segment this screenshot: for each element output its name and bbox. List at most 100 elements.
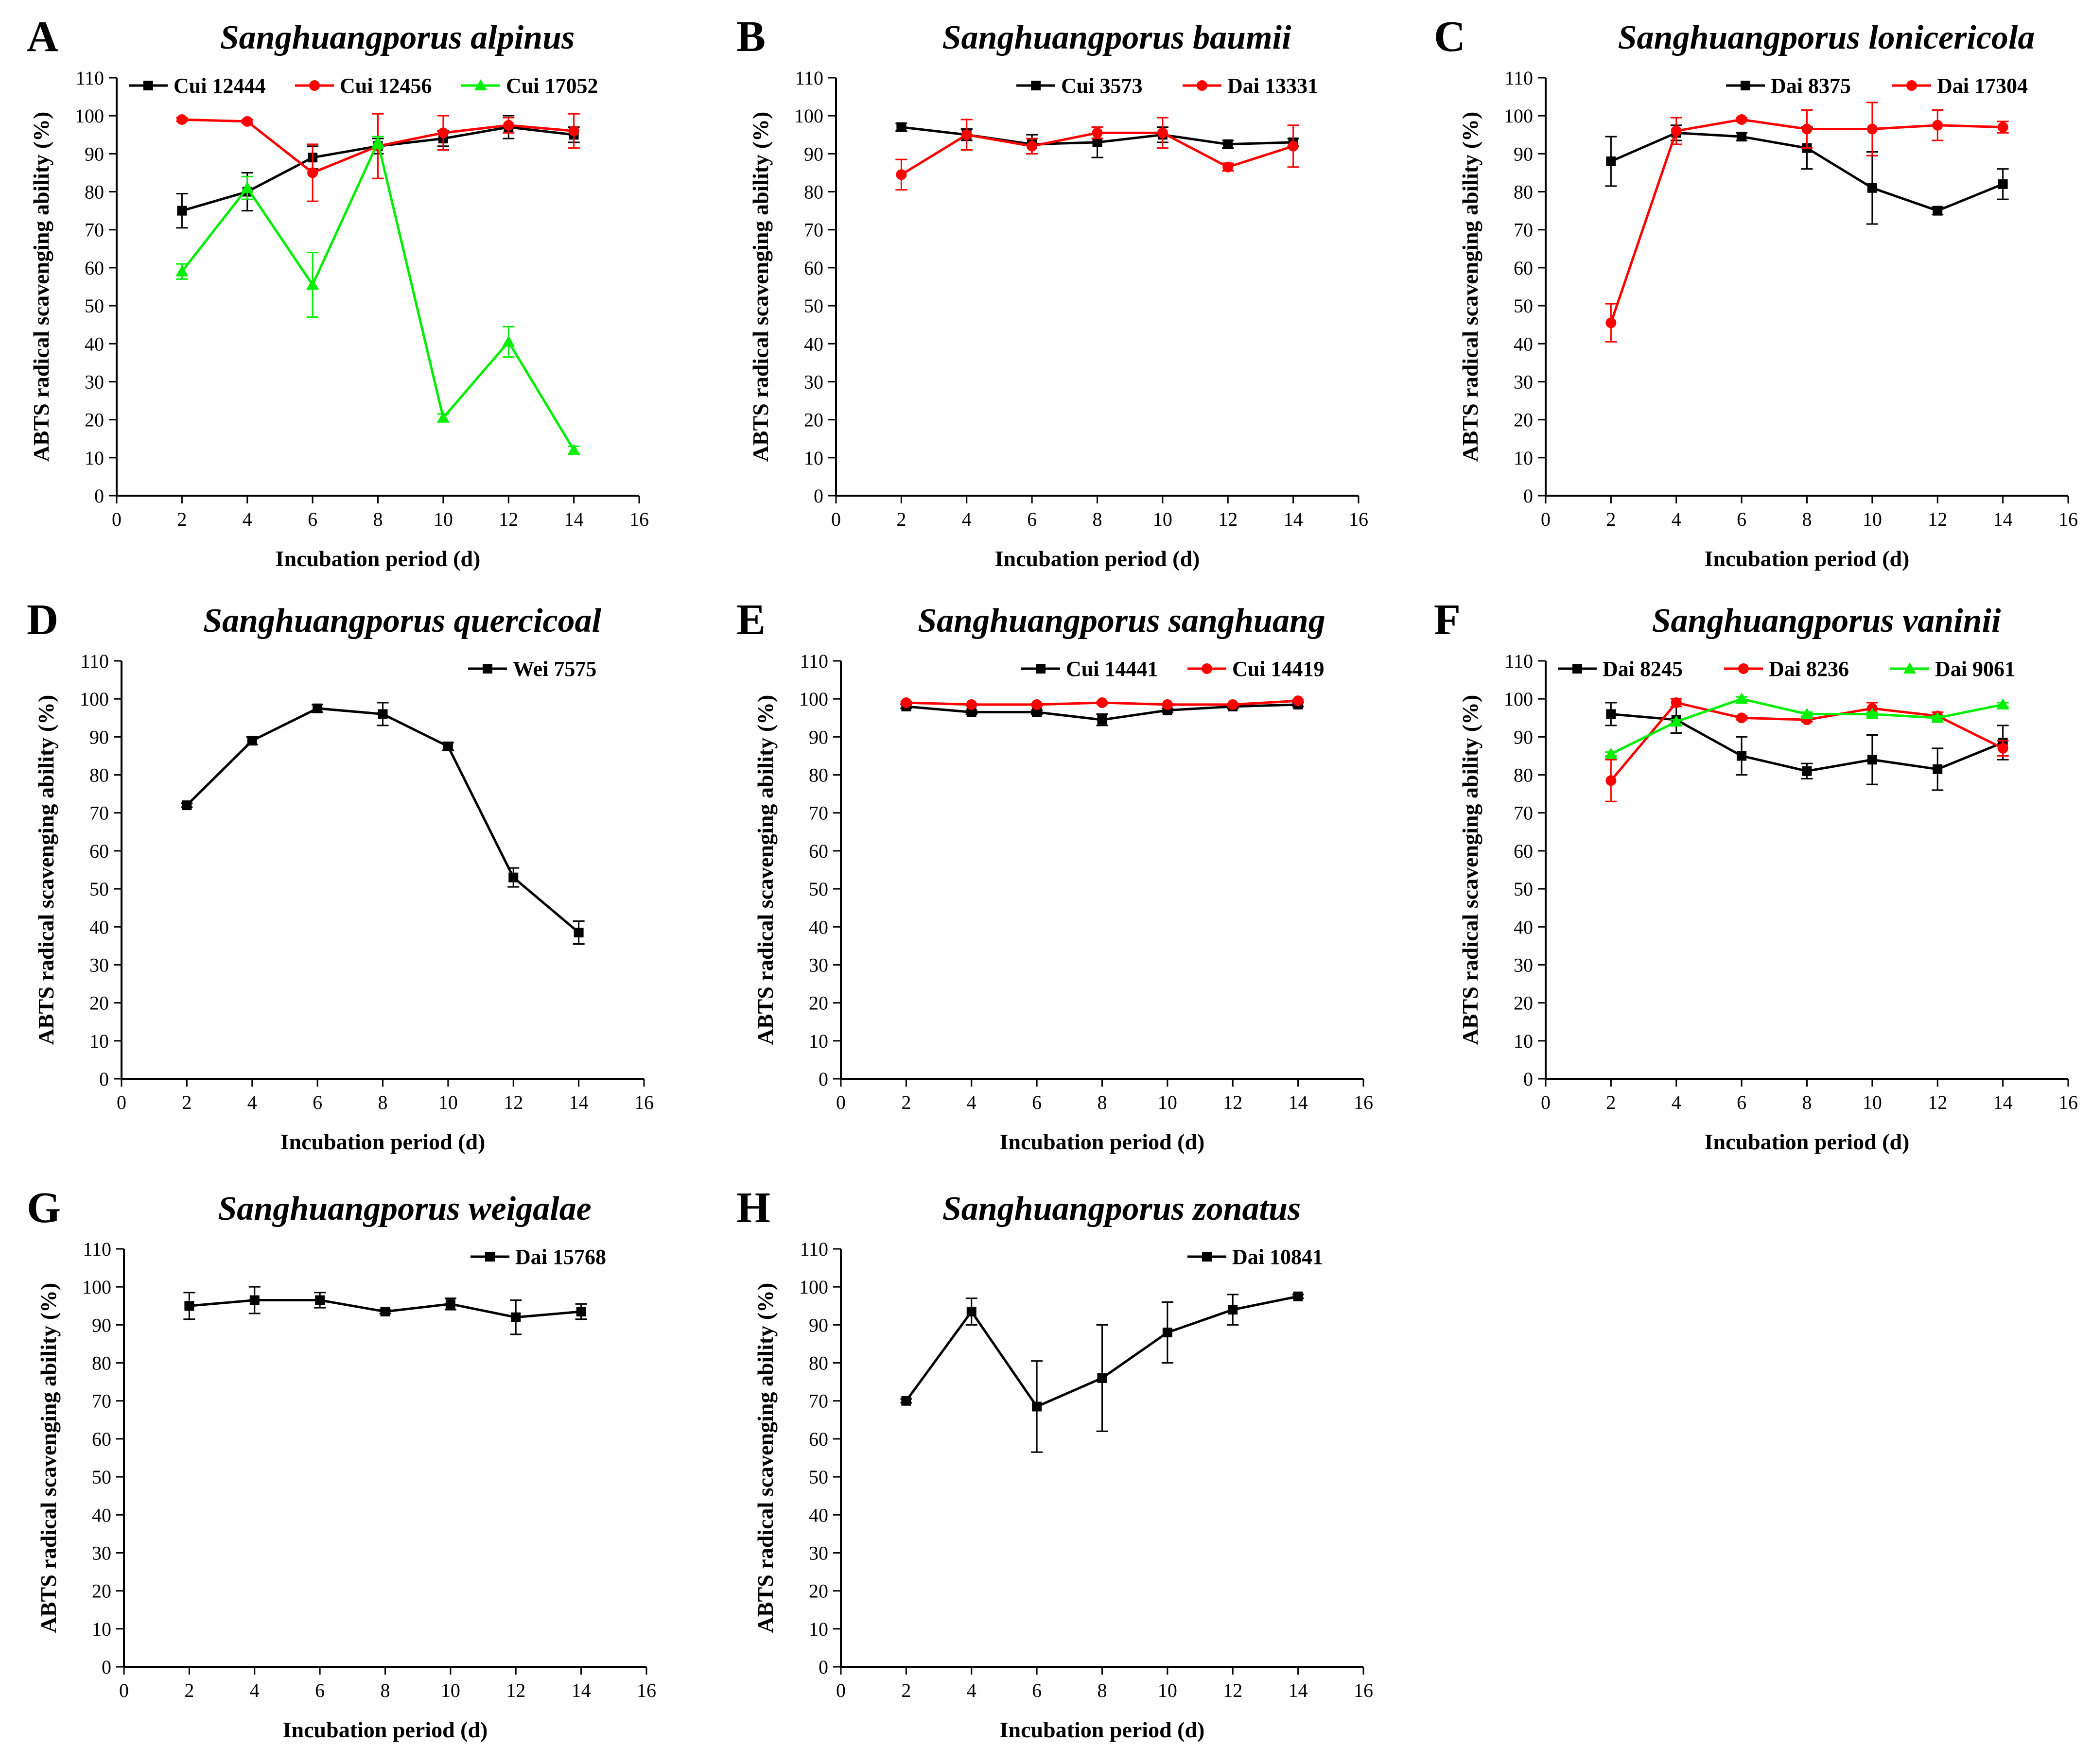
legend-item: Dai 15768: [471, 1245, 606, 1269]
data-point: [1097, 715, 1107, 725]
series-dai-17304: [1605, 102, 2009, 343]
x-tick-label: 0: [836, 1679, 846, 1701]
data-point: [966, 707, 976, 717]
data-point: [313, 703, 323, 713]
x-tick-label: 0: [112, 508, 122, 530]
data-point: [966, 699, 977, 710]
data-point: [1933, 764, 1943, 774]
y-tick-label: 40: [85, 333, 104, 355]
x-tick-label: 14: [572, 1679, 591, 1701]
data-point: [1092, 137, 1102, 147]
series-dai-9061: [1604, 692, 2009, 759]
y-tick-label: 10: [809, 1618, 828, 1640]
y-tick-label: 60: [89, 840, 109, 862]
x-tick-label: 0: [117, 1091, 126, 1113]
x-tick-label: 10: [438, 1091, 458, 1113]
x-tick-label: 8: [1098, 1679, 1107, 1701]
legend-marker: [1202, 663, 1212, 674]
y-tick-label: 40: [92, 1504, 111, 1526]
y-tick-label: 20: [1514, 992, 1533, 1014]
y-tick-label: 110: [795, 67, 823, 89]
panel-letter: F: [1434, 596, 1461, 644]
x-tick-label: 14: [564, 508, 584, 530]
data-point: [1800, 708, 1813, 719]
chart-title: Sanghuangporus lonicericola: [1618, 19, 2035, 56]
x-tick-label: 10: [441, 1679, 460, 1701]
data-point: [576, 1307, 586, 1316]
data-point: [184, 1301, 194, 1311]
data-point: [1292, 695, 1304, 707]
chart-title: Sanghuangporus zonatus: [942, 1190, 1301, 1228]
data-point: [1293, 1291, 1303, 1301]
x-tick-label: 12: [1223, 1091, 1242, 1113]
y-tick-label: 60: [809, 840, 828, 862]
y-tick-label: 70: [1514, 219, 1533, 241]
legend-label: Cui 12444: [174, 74, 265, 98]
y-tick-label: 10: [809, 1030, 828, 1052]
data-point: [1737, 751, 1747, 761]
data-point: [380, 1307, 390, 1316]
data-point: [568, 125, 579, 137]
legend-item: Dai 8375: [1726, 74, 1851, 98]
y-tick-label: 90: [1514, 726, 1533, 748]
chart-panel-b: B Sanghuangporus baumii010203040506070809…: [736, 13, 1368, 571]
x-tick-label: 8: [1098, 1091, 1107, 1113]
legend-label: Cui 14441: [1066, 657, 1158, 681]
panel-letter: G: [27, 1184, 61, 1232]
data-point: [966, 1307, 976, 1316]
chart-panel-g: G Sanghuangporus weigalae0102030405060708…: [27, 1184, 656, 1742]
y-tick-label: 80: [92, 1352, 111, 1374]
y-tick-label: 0: [1523, 485, 1533, 507]
y-tick-label: 0: [99, 1068, 109, 1090]
legend-label: Cui 14419: [1232, 657, 1324, 681]
chart-panel-f: F Sanghuangporus vaninii01020304050607080…: [1434, 596, 2078, 1154]
x-tick-label: 8: [1093, 508, 1102, 530]
data-point: [307, 167, 318, 178]
data-point: [175, 265, 189, 277]
panel-letter: C: [1434, 13, 1465, 61]
x-tick-label: 10: [1153, 508, 1172, 530]
chart-title: Sanghuangporus alpinus: [220, 19, 575, 56]
y-tick-label: 0: [819, 1068, 828, 1090]
x-tick-label: 2: [896, 508, 906, 530]
data-point: [1032, 1401, 1042, 1412]
legend-marker: [485, 1252, 495, 1262]
legend-item: Dai 8245: [1558, 657, 1683, 681]
y-tick-label: 60: [809, 1428, 828, 1450]
y-tick-label: 40: [89, 916, 109, 938]
x-tick-label: 0: [119, 1679, 129, 1701]
y-tick-label: 110: [80, 650, 109, 672]
series-line: [1610, 697, 2004, 755]
x-tick-label: 14: [1289, 1091, 1308, 1113]
x-tick-label: 16: [1354, 1679, 1373, 1701]
data-point: [1997, 121, 2008, 133]
legend-item: Dai 13331: [1183, 74, 1318, 98]
x-tick-label: 6: [1027, 508, 1037, 530]
data-point: [1996, 698, 2009, 709]
legend-marker: [1738, 663, 1749, 674]
legend-label: Dai 9061: [1935, 657, 2015, 681]
data-point: [1932, 120, 1943, 131]
legend-item: Dai 9061: [1890, 657, 2015, 681]
data-point: [443, 741, 453, 751]
data-point: [249, 1295, 260, 1305]
legend-label: Dai 10841: [1232, 1245, 1323, 1269]
y-tick-label: 50: [85, 295, 104, 317]
y-tick-label: 20: [804, 409, 823, 431]
data-point: [1162, 1328, 1172, 1337]
data-point: [896, 122, 907, 132]
y-tick-label: 90: [804, 143, 823, 165]
panel-letter: B: [736, 13, 766, 61]
legend-label: Dai 15768: [515, 1245, 606, 1269]
y-axis-title: ABTS radical scavenging ability (%): [753, 695, 778, 1045]
x-tick-label: 6: [1737, 508, 1746, 530]
x-axis-title: Incubation period (d): [1705, 1129, 1910, 1154]
data-point: [1228, 1305, 1238, 1315]
x-tick-label: 14: [1993, 508, 2013, 530]
legend-item: Cui 17052: [461, 74, 598, 98]
data-point: [1606, 709, 1616, 719]
legend-label: Cui 12456: [340, 74, 432, 98]
x-tick-label: 0: [836, 1091, 846, 1113]
y-tick-label: 40: [804, 333, 823, 355]
x-tick-label: 2: [901, 1091, 911, 1113]
